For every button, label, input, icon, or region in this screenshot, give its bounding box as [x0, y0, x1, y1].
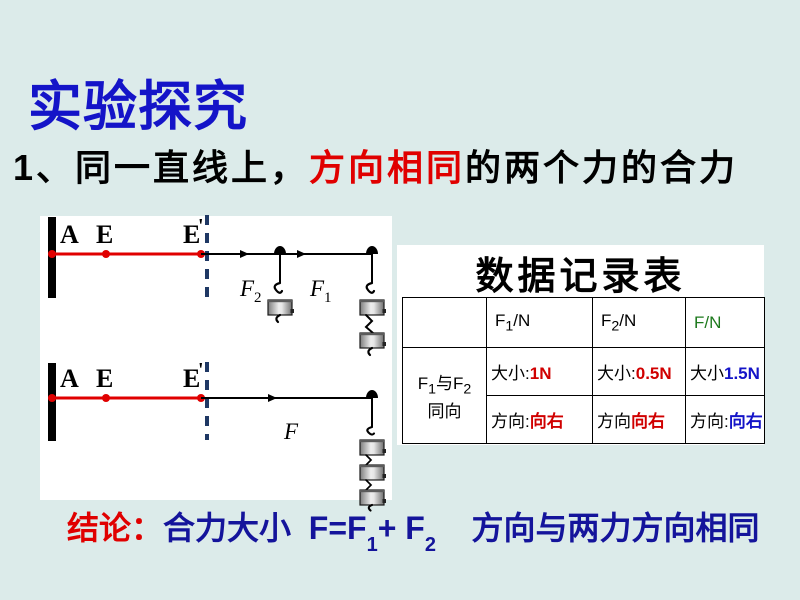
svg-text:': '	[198, 215, 204, 237]
svg-text:F: F	[283, 419, 299, 444]
svg-text:A: A	[60, 220, 79, 249]
svg-text:E: E	[96, 364, 113, 393]
svg-text:F: F	[309, 276, 325, 301]
svg-text:': '	[198, 359, 204, 381]
svg-text:A: A	[60, 364, 79, 393]
svg-text:2: 2	[254, 290, 262, 306]
svg-text:F: F	[239, 276, 255, 301]
svg-text:1: 1	[324, 290, 332, 306]
svg-text:E: E	[96, 220, 113, 249]
